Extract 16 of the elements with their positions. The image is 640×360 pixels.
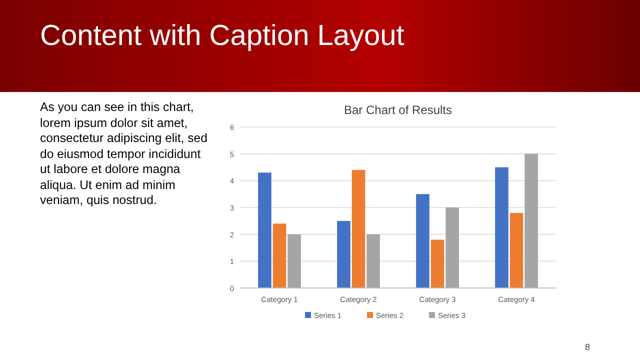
text: 8: [585, 342, 590, 352]
bar: [258, 172, 272, 288]
bar: [510, 212, 524, 288]
bar: [366, 234, 380, 288]
bar: [288, 234, 301, 288]
bar: [446, 208, 459, 288]
bar: [416, 194, 430, 288]
chart-title: Bar Chart of Results: [344, 103, 452, 117]
bar: [524, 154, 538, 288]
bar: [495, 167, 508, 288]
bar: [430, 240, 444, 288]
bar: [272, 224, 286, 288]
text: As you can see in this chart, lorem ipsum dolor sit amet, consectetur adipiscing elit, sed do eiusmod tempor incididunt ut labore et dolore magna aliqua. Ut enim ad minim veniam, quis nostrud.: [40, 100, 208, 208]
bar: [352, 170, 366, 288]
bar: [337, 220, 350, 288]
text: Content with Caption Layout: [40, 20, 404, 53]
